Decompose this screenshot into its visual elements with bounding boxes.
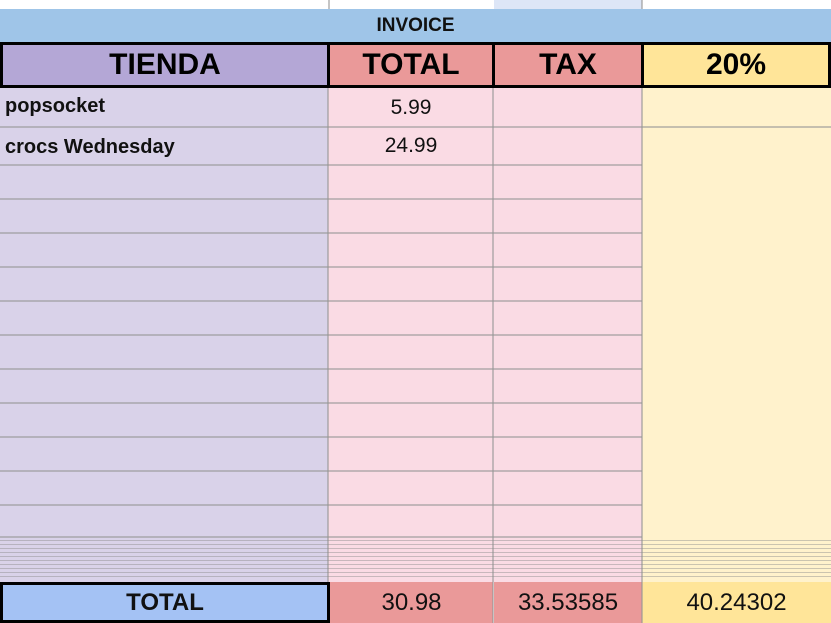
totals-total[interactable]: 30.98	[330, 582, 493, 623]
top-strip-divider	[641, 0, 643, 9]
top-strip	[0, 0, 831, 9]
row-line	[0, 266, 642, 268]
row-line	[0, 198, 642, 200]
header-store[interactable]: TIENDA	[0, 42, 330, 88]
rate-column	[642, 88, 831, 582]
collapsed-rows-line	[0, 552, 831, 553]
totals-divider	[492, 582, 494, 623]
header-total[interactable]: TOTAL	[327, 42, 495, 88]
row-line	[0, 536, 642, 538]
row-line	[0, 470, 642, 472]
collapsed-rows-line	[0, 540, 831, 541]
totals-tax[interactable]: 33.53585	[494, 582, 642, 623]
row-line	[0, 504, 642, 506]
collapsed-rows-line	[0, 544, 831, 545]
collapsed-rows-line	[0, 576, 831, 577]
row-line	[0, 436, 642, 438]
totals-rate[interactable]: 40.24302	[642, 582, 831, 623]
store-cell-crocs[interactable]: crocs Wednesday	[5, 136, 175, 158]
row-line	[0, 232, 642, 234]
row-line	[0, 368, 642, 370]
row-line	[0, 300, 642, 302]
total-cell-crocs[interactable]: 24.99	[384, 134, 438, 157]
top-strip-divider	[328, 0, 330, 9]
header-rate[interactable]: 20%	[641, 42, 831, 88]
store-cell-popsocket[interactable]: popsocket	[5, 95, 106, 117]
collapsed-rows-line	[0, 572, 831, 573]
collapsed-rows-line	[0, 548, 831, 549]
collapsed-rows-line	[0, 568, 831, 569]
totals-label[interactable]: TOTAL	[0, 582, 330, 623]
row-line	[0, 402, 642, 404]
totals-divider	[641, 582, 643, 623]
invoice-banner: INVOICE	[0, 9, 831, 42]
top-strip-highlight	[494, 0, 642, 9]
collapsed-rows-line	[0, 560, 831, 561]
row-line	[0, 126, 831, 128]
collapsed-rows-line	[0, 556, 831, 557]
row-line	[0, 334, 642, 336]
row-line	[0, 164, 642, 166]
total-cell-popsocket[interactable]: 5.99	[390, 96, 432, 119]
collapsed-rows-line	[0, 564, 831, 565]
header-tax[interactable]: TAX	[492, 42, 644, 88]
column-divider	[641, 88, 643, 582]
